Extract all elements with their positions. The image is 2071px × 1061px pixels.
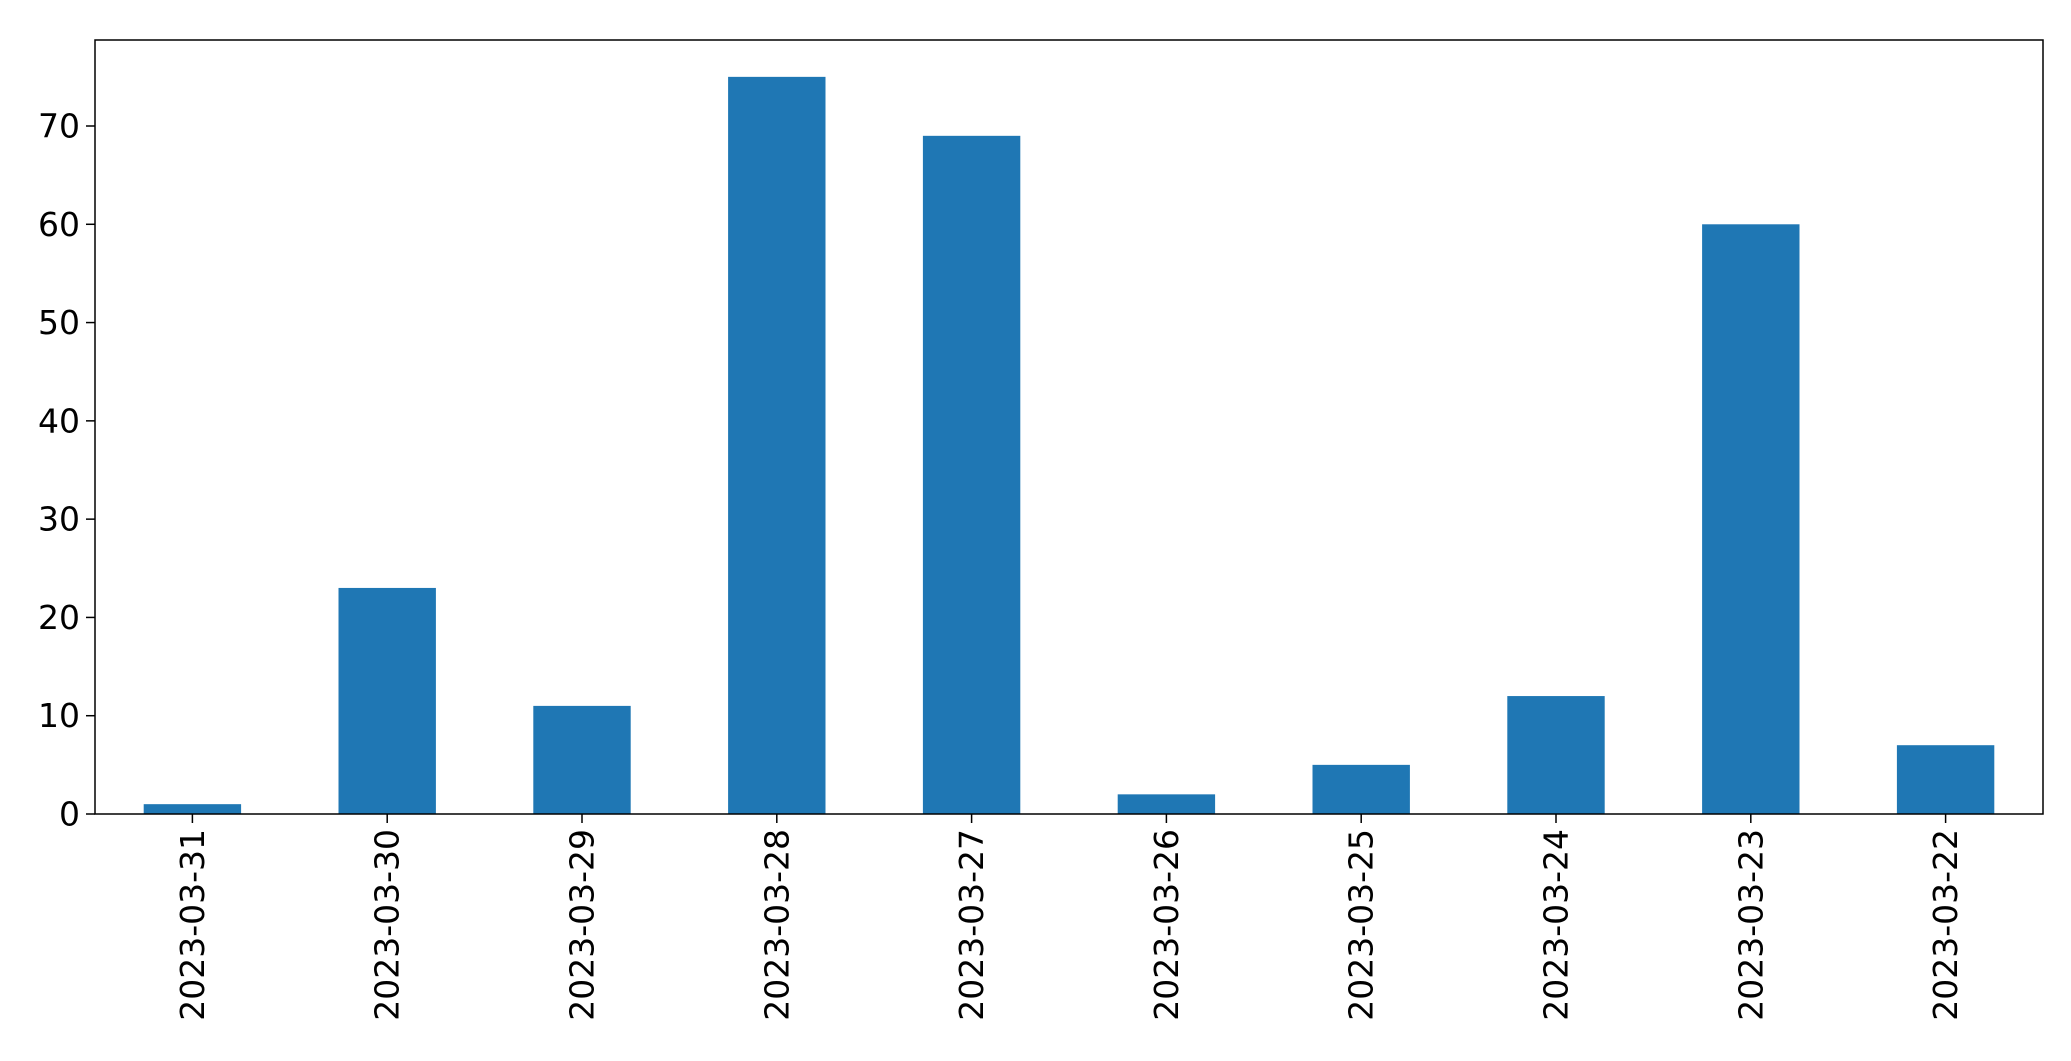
x-tick-label: 2023-03-24 [1537,829,1576,1021]
x-tick-label: 2023-03-29 [563,829,602,1021]
bar [728,76,826,815]
y-tick-label: 10 [38,696,80,735]
y-tick-label: 30 [38,500,80,539]
y-tick-label: 70 [38,107,80,146]
y-axis: 0 10 20 30 40 50 60 70 [38,107,95,834]
x-tick-label: 2023-03-26 [1147,829,1186,1021]
x-tick-label: 2023-03-23 [1731,829,1770,1021]
y-tick-label: 0 [59,795,80,834]
bar [1702,224,1800,815]
x-tick-label: 2023-03-30 [368,829,407,1021]
plot-frame [94,39,2044,815]
x-tick-label: 2023-03-27 [952,829,991,1021]
x-tick-label: 2023-03-28 [757,829,796,1021]
x-tick-label: 2023-03-22 [1926,829,1965,1021]
bar [338,587,436,814]
y-tick-label: 60 [38,205,80,244]
bar [1507,696,1605,814]
bar [533,705,631,814]
bar [922,135,1021,814]
bar [143,804,242,814]
bar [1896,745,1995,814]
x-tick-label: 2023-03-25 [1342,829,1381,1021]
bar [1117,794,1216,814]
x-tick-label: 2023-03-31 [173,829,212,1021]
y-tick-label: 50 [38,303,80,342]
bar [1312,764,1410,814]
y-tick-label: 40 [38,401,80,440]
x-axis: 2023-03-31 2023-03-30 2023-03-29 2023-03-28… [173,814,1965,1021]
y-tick-label: 20 [38,598,80,637]
bars-group [143,76,1995,815]
